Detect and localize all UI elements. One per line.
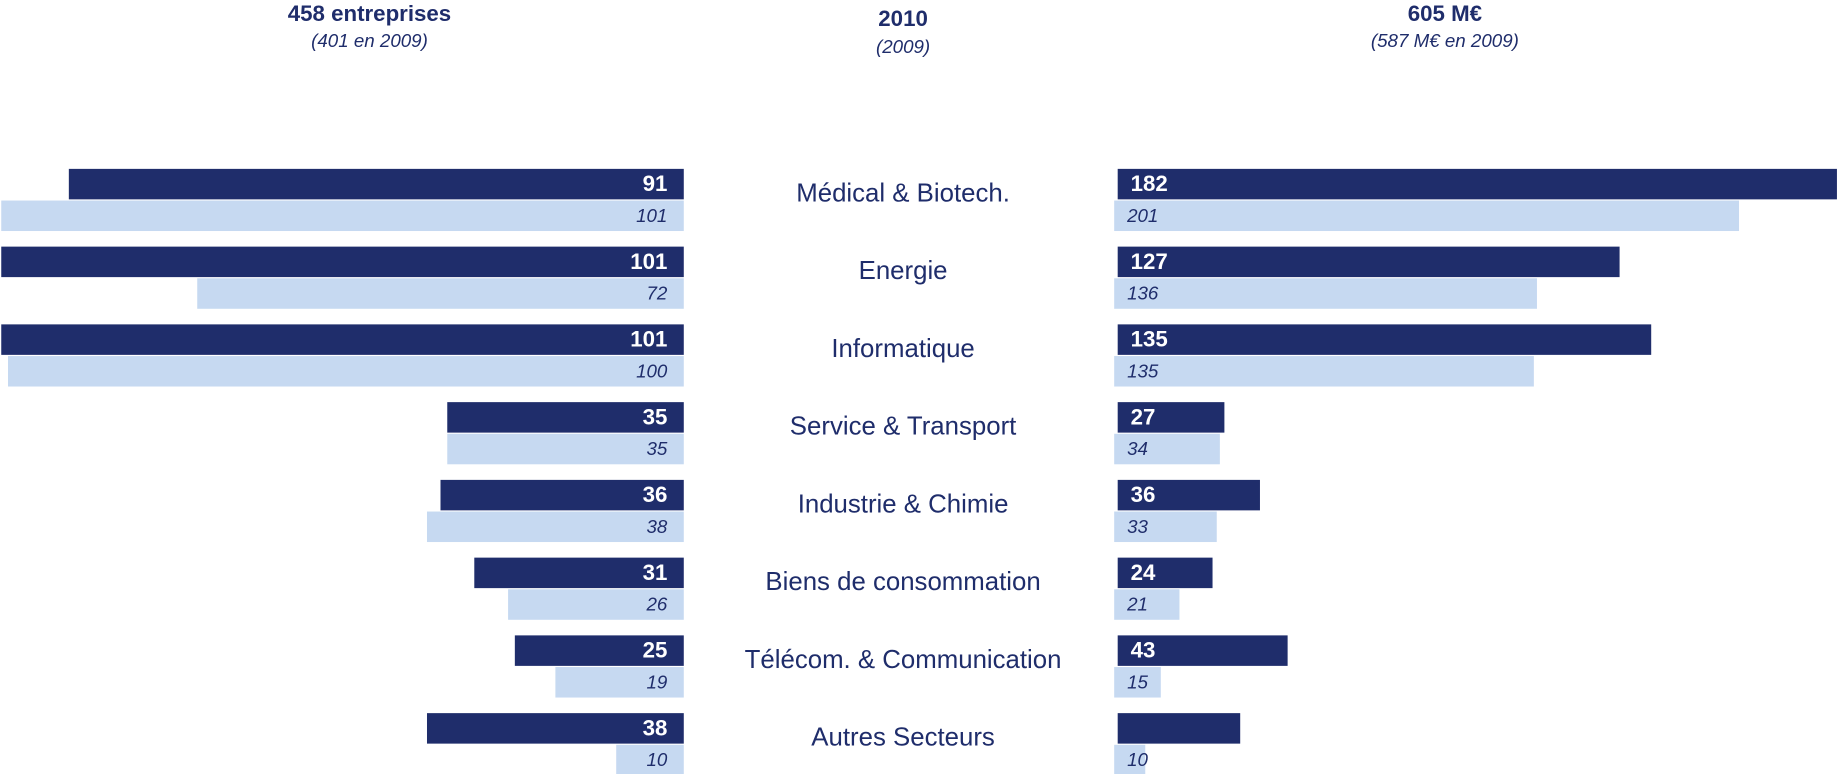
bar <box>1117 246 1620 278</box>
bar <box>426 713 684 744</box>
bar <box>1114 744 1146 776</box>
value-label: 201 <box>1126 205 1158 226</box>
value-label: 101 <box>630 249 667 274</box>
value-label: 36 <box>643 482 668 507</box>
value-label: 38 <box>643 715 668 740</box>
panel-subtitle: (587 M€ en 2009) <box>1371 30 1519 51</box>
value-label: 21 <box>1126 594 1148 615</box>
bar <box>508 589 684 620</box>
value-label: 27 <box>1131 404 1156 429</box>
bar <box>68 168 684 200</box>
value-label: 135 <box>1127 360 1159 381</box>
panel-title: 458 entreprises <box>288 1 451 26</box>
category-label: Energie <box>859 257 948 285</box>
category-label: Informatique <box>831 335 974 363</box>
bar <box>1 324 684 355</box>
bar <box>8 356 684 387</box>
value-label: 72 <box>647 283 668 304</box>
bar <box>1114 200 1740 232</box>
value-label: 26 <box>646 594 668 615</box>
bar <box>426 511 684 543</box>
category-label: Service & Transport <box>790 413 1017 441</box>
value-label: 182 <box>1131 171 1168 196</box>
category-label: Médical & Biotech. <box>796 179 1010 207</box>
bar <box>616 744 684 776</box>
bar <box>514 635 684 666</box>
bar <box>447 402 684 433</box>
value-label: 127 <box>1131 249 1168 274</box>
category-label: Télécom. & Communication <box>745 646 1062 674</box>
bar <box>474 557 684 589</box>
value-label: 34 <box>1127 438 1148 459</box>
value-label: 43 <box>1131 638 1156 663</box>
value-label: 10 <box>647 749 668 770</box>
bar <box>447 433 684 465</box>
bar <box>1117 324 1652 355</box>
value-label: 15 <box>1127 671 1148 692</box>
bar <box>1114 356 1534 387</box>
bar <box>1114 278 1537 309</box>
chart-subtitle: (2009) <box>876 36 930 57</box>
value-label: 24 <box>1131 560 1156 585</box>
value-label: 101 <box>630 327 667 352</box>
value-label: 19 <box>647 671 668 692</box>
value-label: 91 <box>643 171 668 196</box>
bar <box>1117 713 1241 744</box>
bar <box>555 667 684 698</box>
bar <box>1114 511 1217 543</box>
value-label: 25 <box>643 638 668 663</box>
bar <box>1117 168 1837 200</box>
bar <box>1114 667 1161 698</box>
value-label: 136 <box>1127 283 1159 304</box>
value-label: 33 <box>1127 516 1148 537</box>
category-label: Industrie & Chimie <box>798 490 1009 518</box>
value-label: 35 <box>647 438 668 459</box>
bar <box>1 246 684 278</box>
value-label: 31 <box>643 560 668 585</box>
category-label: Biens de consommation <box>765 568 1040 596</box>
panel-title: 605 M€ <box>1408 1 1482 26</box>
bar <box>1117 479 1260 511</box>
bar <box>1114 589 1180 620</box>
value-label: 101 <box>636 205 667 226</box>
value-label: 100 <box>636 360 668 381</box>
bar <box>440 479 684 511</box>
panel-subtitle: (401 en 2009) <box>311 30 428 51</box>
bar <box>1117 402 1225 433</box>
value-label: 38 <box>647 516 668 537</box>
category-label: Autres Secteurs <box>811 724 995 752</box>
chart-title: 2010 <box>878 6 928 31</box>
bar <box>1117 635 1288 666</box>
bar <box>1117 557 1213 589</box>
value-label: 36 <box>1131 482 1156 507</box>
value-label: 35 <box>643 404 668 429</box>
value-label: 10 <box>1127 749 1148 770</box>
bar <box>1 200 684 232</box>
value-label: 135 <box>1131 327 1168 352</box>
bar <box>1114 433 1220 465</box>
bar <box>197 278 684 309</box>
